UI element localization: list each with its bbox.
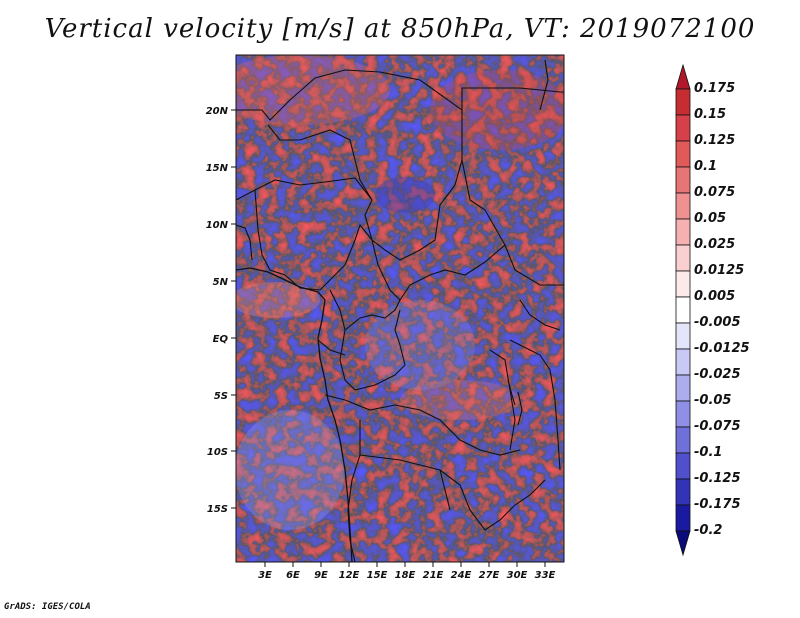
lat-tick-label: 15N [206, 163, 229, 174]
colorbar-label: 0.05 [694, 211, 726, 226]
colorbar-label: -0.2 [694, 523, 722, 538]
lon-axis: 3E 6E 9E 12E 15E 18E 21E 24E 27E 30E 33E [258, 562, 556, 581]
lat-tick-label: 15S [207, 504, 228, 515]
map-frame [235, 54, 565, 563]
colorbar-segment [675, 322, 691, 350]
lat-tick-label: EQ [213, 334, 229, 345]
colorbar-arrow-top [675, 63, 691, 90]
colorbar-label: 0.15 [694, 107, 726, 122]
lat-tick-label: 10S [207, 447, 228, 458]
colorbar-label: 0.025 [694, 237, 735, 252]
colorbar-label: -0.05 [694, 393, 731, 408]
colorbar-label: 0.075 [694, 185, 735, 200]
velocity-field [236, 55, 564, 562]
colorbar-segment [675, 504, 691, 532]
colorbar-segment [675, 218, 691, 246]
colorbar-label: -0.175 [694, 497, 741, 512]
colorbar-labels: 0.175 0.15 0.125 0.1 0.075 0.05 0.025 0.… [694, 81, 750, 538]
lon-tick-label: 6E [286, 570, 300, 581]
lat-tick-label: 5N [213, 277, 229, 288]
colorbar-segment [675, 478, 691, 506]
colorbar [675, 63, 691, 557]
lon-tick-label: 24E [451, 570, 472, 581]
country-borders [236, 59, 564, 562]
lon-tick-label: 27E [479, 570, 500, 581]
lon-tick-label: 9E [314, 570, 328, 581]
colorbar-segment [675, 140, 691, 168]
lat-tick-label: 5S [214, 391, 228, 402]
chart-title: Vertical velocity [m/s] at 850hPa, VT: 2… [44, 14, 756, 44]
footer-credit: GrADS: IGES/COLA [4, 602, 91, 612]
coastline [236, 267, 353, 562]
colorbar-label: -0.125 [694, 471, 741, 486]
colorbar-label: 0.0125 [694, 263, 744, 278]
colorbar-label: -0.005 [694, 315, 741, 330]
colorbar-segment [675, 400, 691, 428]
lon-tick-label: 3E [258, 570, 272, 581]
colorbar-label: -0.025 [694, 367, 741, 382]
colorbar-segment [675, 452, 691, 480]
lat-axis: 20N 15N 10N 5N EQ 5S 10S 15S [206, 106, 236, 515]
colorbar-label: -0.1 [694, 445, 722, 460]
colorbar-segment [675, 348, 691, 376]
colorbar-segment [675, 166, 691, 194]
colorbar-segment [675, 270, 691, 298]
colorbar-segment [675, 244, 691, 272]
colorbar-label: 0.175 [694, 81, 735, 96]
lon-tick-label: 12E [339, 570, 360, 581]
colorbar-segment [675, 88, 691, 116]
lon-tick-label: 15E [367, 570, 388, 581]
lon-tick-label: 30E [507, 570, 528, 581]
colorbar-segment [675, 296, 691, 324]
colorbar-arrow-bottom [675, 530, 691, 557]
colorbar-segment [675, 426, 691, 454]
colorbar-label: 0.1 [694, 159, 717, 174]
lon-tick-label: 21E [423, 570, 444, 581]
colorbar-label: 0.125 [694, 133, 735, 148]
lon-tick-label: 18E [395, 570, 416, 581]
colorbar-segment [675, 192, 691, 220]
lat-tick-label: 20N [206, 106, 229, 117]
colorbar-label: 0.005 [694, 289, 735, 304]
colorbar-segment [675, 374, 691, 402]
colorbar-label: -0.075 [694, 419, 741, 434]
colorbar-label: -0.0125 [694, 341, 750, 356]
lon-tick-label: 33E [535, 570, 556, 581]
lat-tick-label: 10N [206, 220, 229, 231]
colorbar-segment [675, 114, 691, 142]
